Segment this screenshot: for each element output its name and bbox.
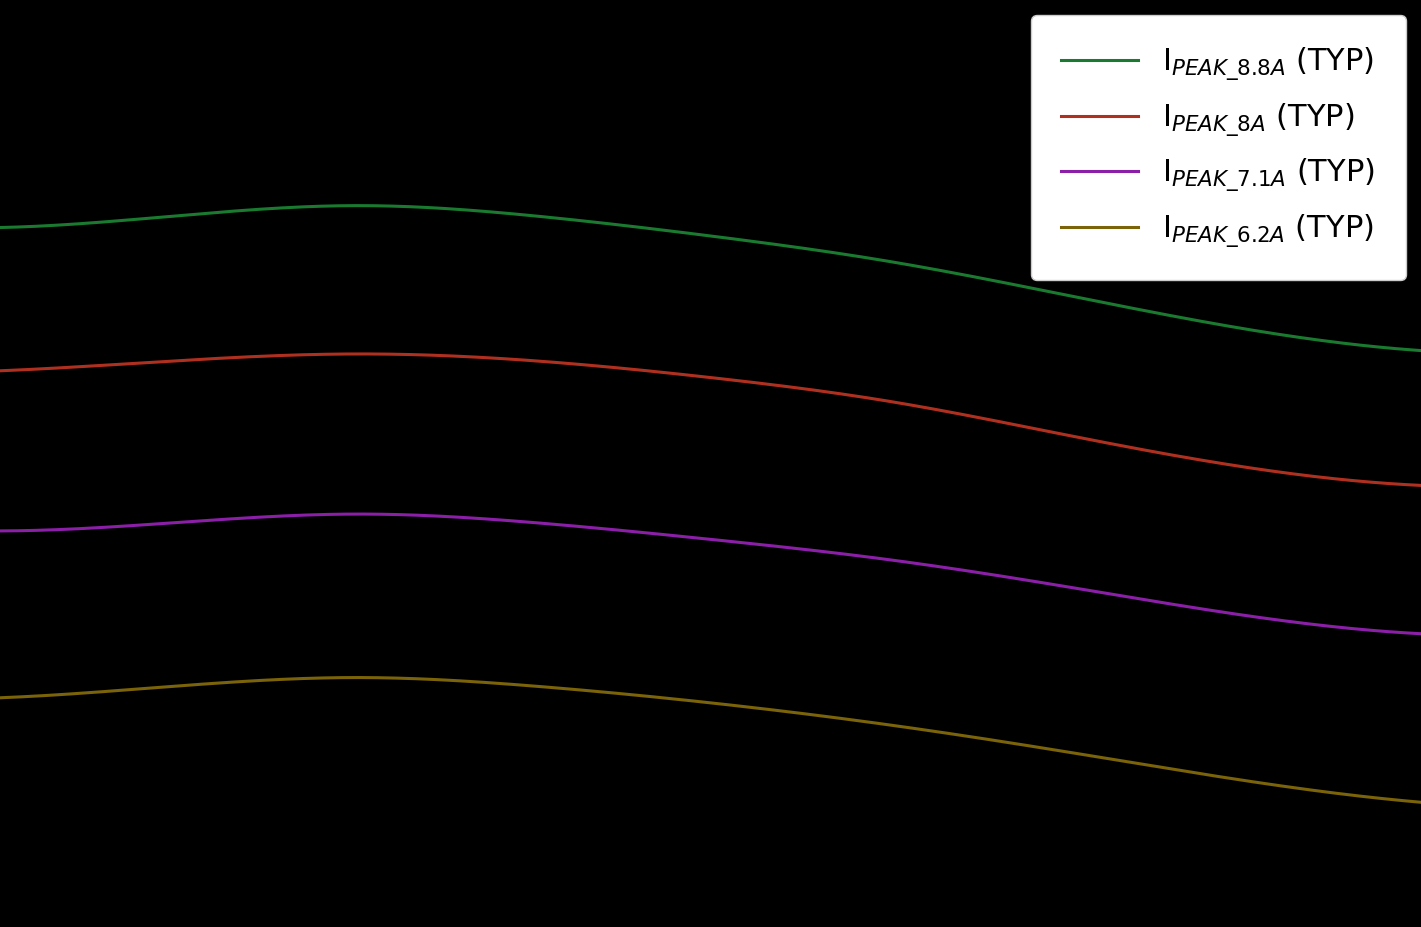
Legend: I$_{PEAK\_8.8A}$ (TYP), I$_{PEAK\_8A}$ (TYP), I$_{PEAK\_7.1A}$ (TYP), I$_{PEAK\_: I$_{PEAK\_8.8A}$ (TYP), I$_{PEAK\_8A}$ (… (1030, 15, 1405, 280)
